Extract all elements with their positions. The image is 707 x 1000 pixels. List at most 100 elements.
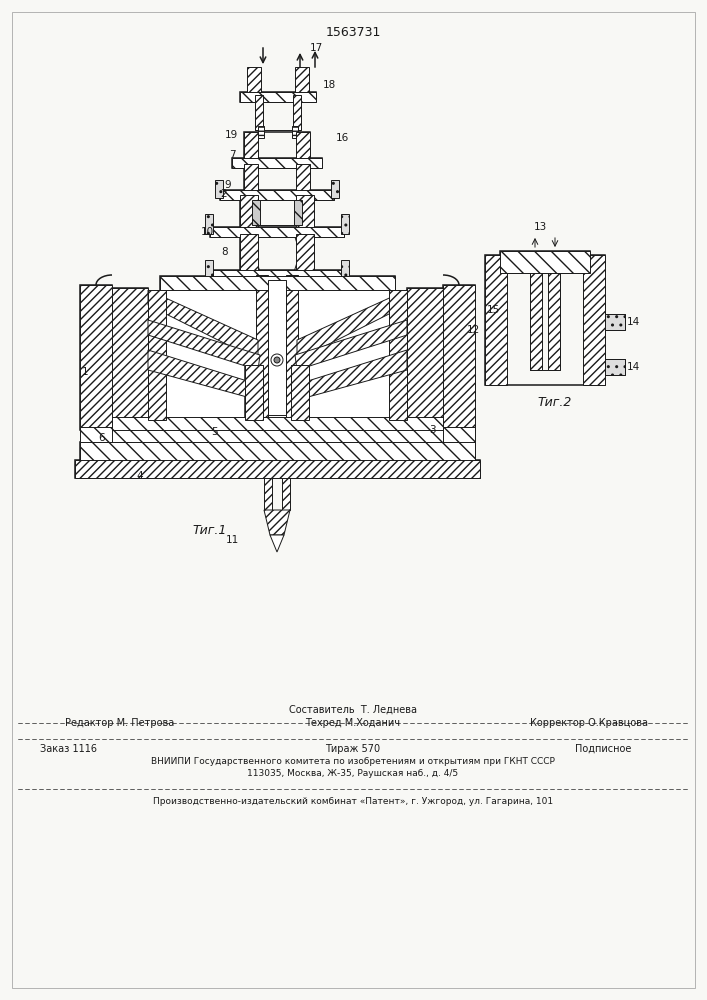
Polygon shape: [297, 290, 407, 360]
Polygon shape: [148, 350, 260, 400]
Bar: [331, 180, 339, 198]
Bar: [240, 234, 258, 272]
Text: 5: 5: [211, 427, 218, 437]
Bar: [296, 164, 310, 192]
Bar: [282, 468, 290, 510]
Bar: [443, 285, 475, 430]
Bar: [530, 265, 542, 370]
Text: 16: 16: [335, 133, 349, 143]
Polygon shape: [295, 350, 407, 400]
Text: 15: 15: [486, 305, 500, 315]
Circle shape: [274, 357, 280, 363]
Bar: [500, 251, 590, 273]
Bar: [258, 126, 264, 138]
Bar: [605, 359, 625, 375]
Bar: [292, 126, 298, 138]
Bar: [148, 290, 166, 420]
Bar: [115, 442, 131, 452]
Text: 18: 18: [322, 80, 336, 90]
Bar: [485, 255, 605, 385]
Text: 14: 14: [626, 362, 640, 372]
Text: Тираж 570: Тираж 570: [325, 744, 380, 754]
Bar: [240, 195, 314, 230]
Text: 19: 19: [224, 130, 238, 140]
Text: 10: 10: [201, 227, 214, 237]
Bar: [247, 67, 261, 95]
Text: 12: 12: [467, 325, 479, 335]
Bar: [255, 95, 301, 130]
Bar: [407, 288, 445, 420]
Bar: [296, 234, 314, 272]
Bar: [268, 280, 286, 415]
Bar: [80, 285, 112, 430]
Bar: [75, 460, 480, 478]
Bar: [245, 365, 309, 420]
Bar: [244, 164, 258, 192]
Bar: [443, 285, 475, 430]
Bar: [294, 200, 302, 225]
Bar: [244, 164, 310, 192]
Bar: [605, 359, 625, 375]
Text: 6: 6: [99, 433, 105, 443]
Bar: [389, 290, 407, 420]
Bar: [240, 234, 314, 272]
Bar: [232, 158, 322, 168]
Bar: [605, 314, 625, 330]
Bar: [530, 265, 560, 370]
Bar: [110, 417, 445, 435]
Bar: [375, 442, 391, 452]
Text: 13: 13: [533, 222, 547, 232]
Bar: [296, 132, 310, 162]
Bar: [100, 430, 455, 445]
Bar: [210, 227, 344, 237]
Bar: [115, 448, 440, 462]
Bar: [260, 418, 294, 470]
Bar: [548, 265, 560, 370]
Bar: [605, 314, 625, 330]
Text: 1563731: 1563731: [325, 25, 380, 38]
Bar: [110, 417, 445, 435]
Bar: [160, 276, 395, 290]
Bar: [115, 448, 440, 462]
Bar: [485, 255, 507, 385]
Polygon shape: [148, 320, 260, 370]
Text: 2: 2: [221, 189, 228, 199]
Bar: [264, 468, 272, 510]
Polygon shape: [270, 535, 284, 552]
Bar: [232, 158, 322, 168]
Bar: [166, 290, 389, 420]
Bar: [110, 288, 148, 420]
Text: 4: 4: [136, 471, 144, 481]
Circle shape: [271, 354, 283, 366]
Bar: [210, 270, 344, 280]
Text: Корректор О.Кравцова: Корректор О.Кравцова: [530, 718, 648, 728]
Text: 11: 11: [226, 535, 239, 545]
Bar: [80, 427, 112, 445]
Bar: [205, 214, 213, 234]
Bar: [244, 132, 258, 162]
Bar: [407, 288, 445, 420]
Bar: [210, 227, 344, 237]
Bar: [500, 251, 590, 273]
Bar: [443, 427, 475, 445]
Polygon shape: [264, 510, 290, 535]
Bar: [75, 460, 480, 478]
Bar: [205, 260, 213, 278]
Polygon shape: [295, 320, 407, 370]
Bar: [583, 255, 605, 385]
Bar: [256, 275, 298, 420]
Text: Редактор М. Петрова: Редактор М. Петрова: [65, 718, 174, 728]
Bar: [210, 270, 344, 280]
Text: Τиг.1: Τиг.1: [193, 524, 227, 536]
Bar: [130, 459, 425, 475]
Text: Составитель  Т. Леднева: Составитель Т. Леднева: [289, 705, 417, 715]
Bar: [255, 95, 263, 130]
Bar: [291, 365, 309, 420]
Text: Производственно-издательский комбинат «Патент», г. Ужгород, ул. Гагарина, 101: Производственно-издательский комбинат «П…: [153, 796, 553, 806]
Bar: [256, 275, 268, 420]
Text: 7: 7: [228, 150, 235, 160]
Bar: [80, 442, 475, 462]
Bar: [240, 92, 316, 102]
Text: 9: 9: [225, 180, 231, 190]
Bar: [252, 200, 302, 225]
